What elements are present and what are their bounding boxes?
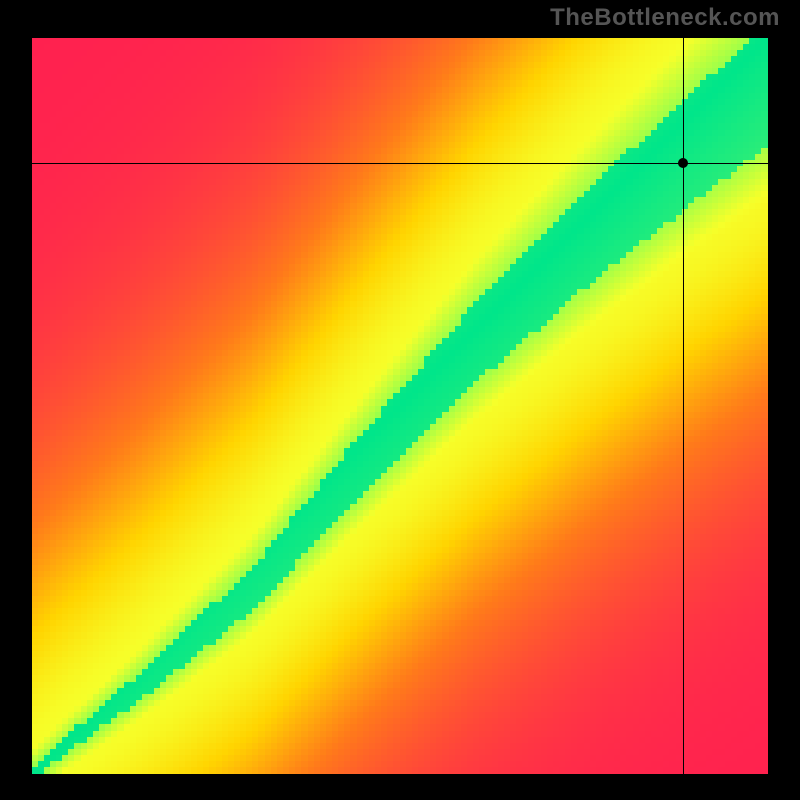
crosshair-vertical [683, 38, 684, 774]
heatmap-canvas [32, 38, 768, 774]
selection-marker[interactable] [678, 158, 688, 168]
heatmap-plot [32, 38, 768, 774]
watermark-text: TheBottleneck.com [550, 4, 780, 32]
chart-container: { "watermark": { "text": "TheBottleneck.… [0, 0, 800, 800]
crosshair-horizontal [32, 163, 768, 164]
